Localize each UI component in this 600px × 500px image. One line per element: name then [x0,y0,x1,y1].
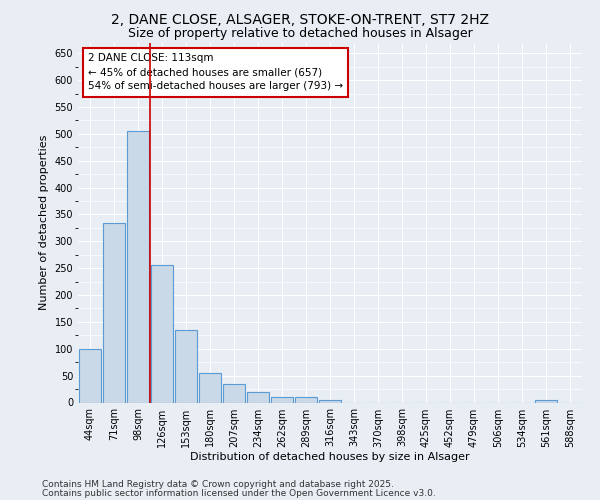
Bar [295,397,317,402]
Bar [247,392,269,402]
Bar [103,222,125,402]
Y-axis label: Number of detached properties: Number of detached properties [39,135,49,310]
Text: Contains public sector information licensed under the Open Government Licence v3: Contains public sector information licen… [42,488,436,498]
Text: Contains HM Land Registry data © Crown copyright and database right 2025.: Contains HM Land Registry data © Crown c… [42,480,394,489]
Text: Size of property relative to detached houses in Alsager: Size of property relative to detached ho… [128,28,472,40]
Bar [175,330,197,402]
Bar [319,400,341,402]
X-axis label: Distribution of detached houses by size in Alsager: Distribution of detached houses by size … [190,452,470,462]
Bar [223,384,245,402]
Bar [199,373,221,402]
Text: 2 DANE CLOSE: 113sqm
← 45% of detached houses are smaller (657)
54% of semi-deta: 2 DANE CLOSE: 113sqm ← 45% of detached h… [88,54,343,92]
Bar [535,400,557,402]
Bar [271,397,293,402]
Bar [127,131,149,402]
Text: 2, DANE CLOSE, ALSAGER, STOKE-ON-TRENT, ST7 2HZ: 2, DANE CLOSE, ALSAGER, STOKE-ON-TRENT, … [111,12,489,26]
Bar [79,349,101,403]
Bar [151,266,173,402]
